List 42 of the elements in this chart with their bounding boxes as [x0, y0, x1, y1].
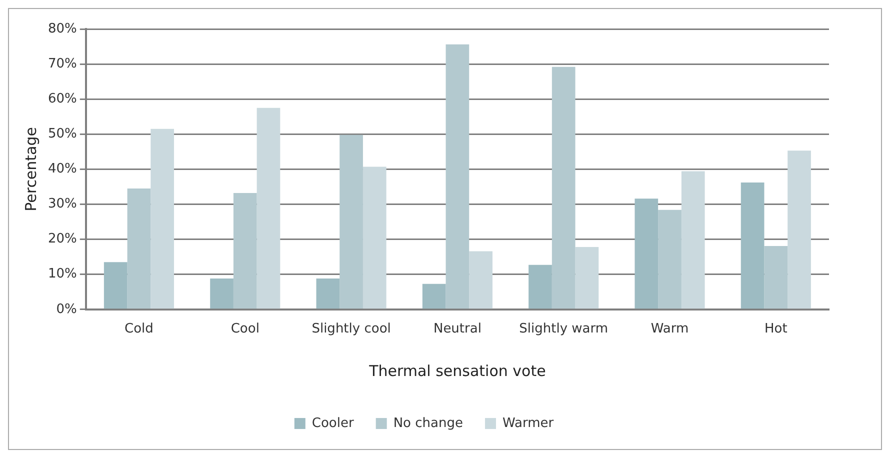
bar — [233, 193, 257, 309]
y-tick-label: 30% — [48, 196, 77, 212]
legend-label: Warmer — [502, 416, 554, 431]
bar — [422, 284, 446, 309]
bar — [210, 278, 234, 309]
bar — [469, 251, 492, 309]
bar — [104, 262, 128, 309]
x-tick-label: Neutral — [433, 322, 482, 337]
y-tick-label: 0% — [56, 302, 77, 317]
bar — [316, 278, 340, 309]
bar — [150, 128, 174, 309]
y-tick-label: 80% — [48, 21, 77, 36]
bar — [552, 66, 576, 309]
x-tick-label: Slightly cool — [312, 322, 391, 337]
bar — [764, 246, 788, 309]
y-tick-label: 60% — [48, 91, 77, 106]
bar — [256, 108, 280, 309]
bar — [340, 134, 363, 309]
bar — [634, 198, 658, 309]
x-tick-label: Hot — [764, 322, 788, 337]
bar — [528, 264, 552, 309]
bar — [788, 150, 811, 309]
bar — [575, 247, 599, 309]
x-tick-label: Cool — [230, 322, 260, 337]
x-axis-title: Thermal sensation vote — [368, 362, 546, 380]
bar — [681, 171, 705, 309]
legend-label: No change — [393, 416, 463, 431]
x-tick-label: Warm — [650, 322, 689, 337]
bar — [362, 166, 386, 309]
bar — [740, 182, 764, 309]
y-tick-label: 10% — [48, 266, 77, 282]
y-tick-label: 20% — [48, 232, 77, 247]
y-tick-label: 50% — [48, 126, 77, 142]
bar — [127, 188, 151, 309]
y-tick-label: 70% — [48, 56, 77, 72]
legend-label: Cooler — [312, 416, 354, 431]
y-tick-label: 40% — [48, 162, 77, 177]
bar — [658, 210, 682, 309]
bar — [446, 44, 470, 309]
x-tick-label: Cold — [124, 322, 154, 337]
x-tick-label: Slightly warm — [519, 322, 608, 337]
y-axis-title: Percentage — [22, 127, 40, 212]
